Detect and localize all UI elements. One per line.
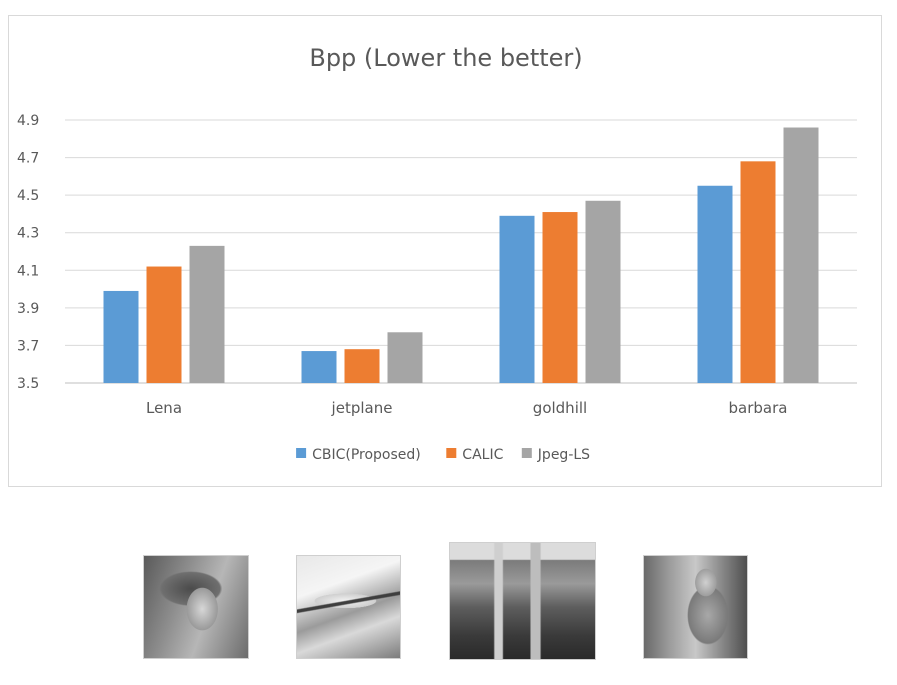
y-tick-label: 4.3 xyxy=(17,226,39,242)
bar-lena-1 xyxy=(103,290,139,383)
x-tick-label: Lena xyxy=(146,399,182,417)
bar-barbara-3 xyxy=(783,127,819,383)
legend-label: CALIC xyxy=(462,447,503,463)
legend-swatch xyxy=(296,448,307,458)
y-tick-label: 3.7 xyxy=(17,338,39,354)
bars xyxy=(103,127,819,383)
legend-label: Jpeg-LS xyxy=(537,447,590,463)
bar-jetplane-2 xyxy=(344,349,380,383)
x-axis-tick-labels: Lena jetplane goldhill barbara xyxy=(146,399,787,417)
y-tick-label: 4.7 xyxy=(17,151,39,167)
legend-label: CBIC(Proposed) xyxy=(312,447,421,463)
y-tick-label: 4.5 xyxy=(17,188,39,204)
legend: CBIC(Proposed) CALIC Jpeg-LS xyxy=(296,447,590,463)
bar-barbara-1 xyxy=(697,185,733,383)
grid-lines xyxy=(65,119,857,384)
x-tick-label: goldhill xyxy=(533,399,587,417)
y-tick-label: 3.9 xyxy=(17,301,39,317)
bar-lena-2 xyxy=(146,266,182,383)
bar-goldhill-2 xyxy=(542,212,578,383)
x-tick-label: barbara xyxy=(729,399,788,417)
bar-goldhill-3 xyxy=(585,200,621,383)
legend-swatch xyxy=(521,448,532,458)
legend-swatch xyxy=(446,448,457,458)
bar-jetplane-3 xyxy=(387,332,423,383)
bar-chart: Bpp (Lower the better) 3.5 3.7 3.9 4.1 4.3 4.… xyxy=(17,44,857,463)
bar-goldhill-1 xyxy=(499,215,535,383)
y-axis-tick-labels: 3.5 3.7 3.9 4.1 4.3 4.5 4.7 4.9 xyxy=(17,113,39,392)
x-tick-label: jetplane xyxy=(331,399,393,417)
chart-area: Bpp (Lower the better) 3.5 3.7 3.9 4.1 4.3 4.… xyxy=(8,15,882,487)
goldhill-image-thumbnail xyxy=(449,542,596,660)
bar-lena-3 xyxy=(189,245,225,383)
bar-barbara-2 xyxy=(740,161,776,383)
y-tick-label: 4.9 xyxy=(17,113,39,129)
chart-title: Bpp (Lower the better) xyxy=(309,44,582,72)
lena-image-thumbnail xyxy=(143,555,249,659)
y-tick-label: 3.5 xyxy=(17,376,39,392)
bar-jetplane-1 xyxy=(301,351,337,383)
jetplane-image-thumbnail xyxy=(296,555,401,659)
barbara-image-thumbnail xyxy=(643,555,748,659)
y-tick-label: 4.1 xyxy=(17,263,39,279)
